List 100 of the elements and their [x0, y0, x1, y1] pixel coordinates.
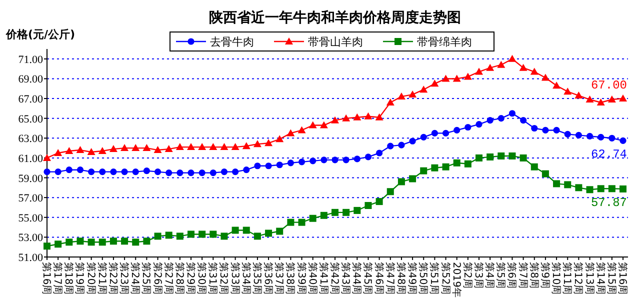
- point: [243, 166, 250, 174]
- point: [608, 96, 616, 103]
- point: [298, 158, 306, 166]
- point: [596, 98, 605, 106]
- point: [176, 170, 184, 176]
- point: [608, 134, 616, 142]
- point: [442, 163, 450, 170]
- legend-label: 带骨绵羊肉: [417, 36, 472, 48]
- x-tick-label: 第45周: [362, 262, 374, 295]
- point: [608, 185, 616, 192]
- y-tick-label: 71.00: [18, 54, 44, 66]
- point: [454, 126, 460, 134]
- point: [54, 168, 62, 176]
- point: [254, 232, 261, 240]
- point: [342, 208, 350, 216]
- point: [508, 152, 516, 160]
- x-tick-label: 第7周: [516, 262, 529, 288]
- point: [564, 88, 572, 95]
- point: [242, 142, 250, 150]
- point: [154, 232, 162, 240]
- x-tick-label: 第5周: [494, 262, 507, 288]
- point: [542, 170, 549, 178]
- point: [132, 238, 140, 246]
- point: [265, 162, 272, 170]
- point: [176, 143, 184, 150]
- point: [310, 158, 316, 164]
- legend-label: 去骨牛肉: [210, 36, 254, 48]
- point: [486, 117, 494, 124]
- point: [231, 143, 240, 150]
- point: [143, 238, 150, 245]
- point: [188, 230, 194, 238]
- point: [154, 146, 162, 154]
- point: [176, 232, 184, 240]
- point: [398, 178, 405, 186]
- point: [331, 116, 339, 124]
- point: [387, 142, 394, 150]
- point: [386, 188, 394, 196]
- point: [376, 198, 383, 206]
- point: [586, 186, 594, 194]
- point: [276, 135, 284, 142]
- point: [298, 126, 306, 134]
- point: [320, 121, 328, 128]
- point: [542, 126, 549, 134]
- point: [210, 230, 217, 238]
- point: [198, 170, 206, 176]
- x-tick-label: 第23周: [118, 262, 130, 295]
- point: [298, 218, 306, 226]
- x-tick-label: 第24周: [129, 262, 142, 295]
- point: [166, 170, 172, 176]
- x-tick-label: 第39周: [295, 262, 308, 295]
- x-tick-label: 第16周: [616, 262, 628, 295]
- x-tick-label: 第11周: [561, 262, 574, 295]
- point: [508, 110, 516, 117]
- point: [121, 168, 128, 176]
- point: [287, 218, 294, 226]
- x-tick-label: 第3周: [472, 262, 484, 288]
- point: [198, 230, 206, 238]
- point: [574, 92, 583, 99]
- point: [364, 202, 372, 209]
- point: [98, 147, 106, 154]
- point: [442, 130, 450, 136]
- point: [598, 134, 604, 140]
- point: [420, 134, 427, 140]
- point: [520, 154, 527, 162]
- point: [287, 160, 294, 166]
- y-tick-label: 51.00: [18, 252, 44, 264]
- point: [286, 129, 295, 136]
- point: [342, 156, 350, 164]
- point: [253, 140, 262, 148]
- point: [476, 154, 482, 162]
- x-tick-label: 第6周: [506, 262, 518, 288]
- point: [308, 121, 317, 128]
- point: [66, 238, 73, 246]
- point: [109, 145, 118, 152]
- point: [586, 132, 594, 140]
- point: [98, 238, 106, 246]
- x-tick-label: 第29周: [184, 262, 196, 295]
- y-axis-title: 价格(元/公斤): [5, 28, 76, 41]
- point: [386, 98, 394, 106]
- point: [353, 113, 362, 120]
- x-tick-label: 第19周: [74, 262, 86, 295]
- point: [475, 68, 483, 75]
- point: [453, 159, 460, 166]
- point: [553, 180, 560, 188]
- point: [519, 64, 528, 71]
- x-tick-label: 第20周: [84, 262, 97, 295]
- point: [408, 90, 417, 98]
- x-tick-label: 第51周: [428, 262, 440, 295]
- x-tick-label: 第17周: [52, 262, 64, 295]
- point: [586, 96, 594, 103]
- x-tick-label: 第33周: [228, 262, 241, 295]
- x-tick-label: 第26周: [151, 262, 164, 295]
- data-label: 67.00: [590, 78, 627, 93]
- x-tick-label: 第18周: [62, 262, 75, 295]
- x-tick-label: 第32周: [218, 262, 230, 295]
- x-tick-label: 第37周: [273, 262, 286, 295]
- x-tick-label: 第48周: [394, 262, 407, 295]
- point: [210, 170, 216, 176]
- point: [620, 137, 626, 144]
- point: [332, 156, 338, 164]
